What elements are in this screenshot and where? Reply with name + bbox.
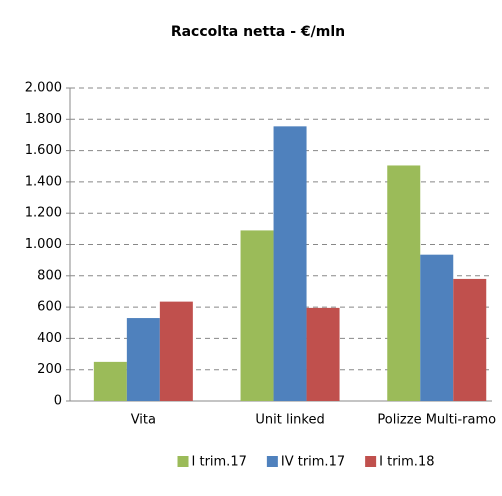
legend-label: IV trim.17 (281, 455, 345, 470)
bar (420, 254, 454, 401)
bar (126, 318, 160, 401)
y-tick-label: 1.000 (25, 237, 62, 252)
x-tick-label: Vita (131, 413, 156, 428)
y-tick-label: 600 (37, 300, 62, 315)
y-tick-label: 1.400 (25, 174, 62, 189)
y-tick-label: 1.800 (25, 112, 62, 127)
y-tick-label: 0 (54, 394, 62, 409)
legend-swatch (177, 456, 189, 467)
legend-swatch (365, 456, 377, 467)
y-tick-label: 400 (37, 331, 62, 346)
y-tick-label: 1.200 (25, 206, 62, 221)
legend-label: I trim.17 (192, 455, 247, 470)
x-tick-label: Polizze Multi-ramo (377, 413, 496, 428)
bar (93, 361, 127, 401)
chart-title: Raccolta netta - €/mln (171, 24, 345, 40)
y-tick-label: 200 (37, 362, 62, 377)
y-tick-label: 800 (37, 268, 62, 283)
y-tick-label: 1.600 (25, 143, 62, 158)
legend-label: I trim.18 (379, 455, 434, 470)
bar (453, 278, 487, 401)
bar (273, 126, 307, 401)
y-tick-label: 2.000 (25, 81, 62, 96)
x-tick-label: Unit linked (255, 413, 324, 428)
bar (240, 230, 274, 401)
legend-swatch (266, 456, 278, 467)
bar (306, 307, 340, 401)
bar (159, 301, 193, 401)
bar (387, 165, 421, 401)
